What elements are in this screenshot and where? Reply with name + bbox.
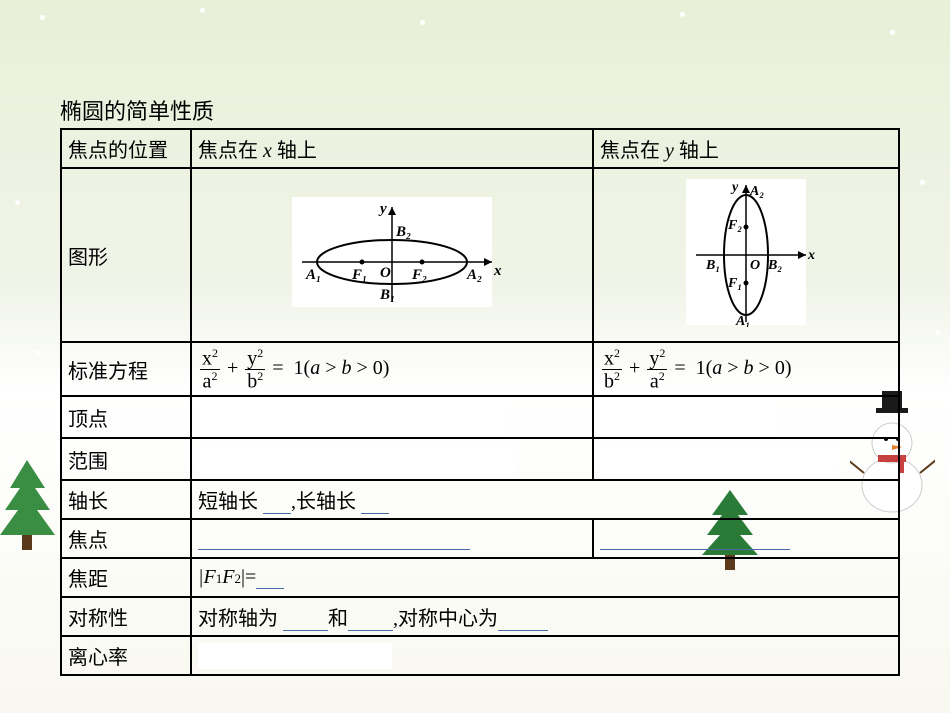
svg-text:F₂: F₂ <box>411 267 427 283</box>
svg-text:x: x <box>807 248 815 263</box>
ellipse-properties-table: 焦点的位置 焦点在 x 轴上 焦点在 y 轴上 图形 A₁ A₂ <box>60 128 900 676</box>
header-x-axis: 焦点在 x 轴上 <box>191 129 593 168</box>
table-row-range: 范围 <box>61 438 899 480</box>
svg-text:A₂: A₂ <box>749 184 764 199</box>
tree-left-icon <box>0 460 55 550</box>
table-row-focus: 焦点 <box>61 519 899 558</box>
equation-y-axis: x2b2 + y2a2 = 1(a > b > 0) <box>593 342 899 396</box>
focus-x <box>191 519 593 558</box>
label-figure: 图形 <box>61 168 191 342</box>
svg-text:B₁: B₁ <box>705 258 720 273</box>
slide-content: 椭圆的简单性质 焦点的位置 焦点在 x 轴上 焦点在 y 轴上 图形 <box>60 94 900 676</box>
label-focaldist: 焦距 <box>61 558 191 597</box>
focaldist-value: |F1F2|= <box>191 558 899 597</box>
table-row-eccentricity: 离心率 <box>61 636 899 675</box>
vertex-x <box>191 396 593 438</box>
label-symmetry: 对称性 <box>61 597 191 636</box>
svg-text:B₂: B₂ <box>395 224 411 240</box>
svg-text:A₁: A₁ <box>305 267 321 283</box>
range-y <box>593 438 899 480</box>
equation-x-axis: x2a2 + y2b2 = 1(a > b > 0) <box>191 342 593 396</box>
svg-text:F₁: F₁ <box>351 267 367 283</box>
table-row-equation: 标准方程 x2a2 + y2b2 = 1(a > b > 0) x2b2 + y… <box>61 342 899 396</box>
focus-y <box>593 519 899 558</box>
figure-x-axis: A₁ A₂ B₂ B₁ F₁ F₂ O x y <box>191 168 593 342</box>
table-row-axislength: 轴长 短轴长 ,长轴长 <box>61 480 899 519</box>
table-row-vertex: 顶点 <box>61 396 899 438</box>
svg-text:y: y <box>730 180 739 195</box>
label-equation: 标准方程 <box>61 342 191 396</box>
svg-text:A₁: A₁ <box>735 314 750 327</box>
figure-y-axis: A₂ A₁ B₁ B₂ F₂ F₁ O x y <box>593 168 899 342</box>
table-row-focaldist: 焦距 |F1F2|= <box>61 558 899 597</box>
svg-text:x: x <box>493 263 502 279</box>
header-position: 焦点的位置 <box>61 129 191 168</box>
header-y-axis: 焦点在 y 轴上 <box>593 129 899 168</box>
svg-text:A₂: A₂ <box>466 267 482 283</box>
vertex-y <box>593 396 899 438</box>
range-x <box>191 438 593 480</box>
axislength-value: 短轴长 ,长轴长 <box>191 480 899 519</box>
svg-text:B₁: B₁ <box>379 287 395 303</box>
label-vertex: 顶点 <box>61 396 191 438</box>
svg-text:O: O <box>750 258 760 273</box>
label-eccentricity: 离心率 <box>61 636 191 675</box>
svg-text:F₂: F₂ <box>727 218 742 233</box>
table-row-header: 焦点的位置 焦点在 x 轴上 焦点在 y 轴上 <box>61 129 899 168</box>
label-axislength: 轴长 <box>61 480 191 519</box>
table-row-figure: 图形 A₁ A₂ B₂ B₁ F₁ F₂ O <box>61 168 899 342</box>
svg-text:y: y <box>378 201 387 217</box>
svg-text:B₂: B₂ <box>767 258 782 273</box>
svg-text:F₁: F₁ <box>727 276 742 291</box>
table-row-symmetry: 对称性 对称轴为 和,对称中心为 <box>61 597 899 636</box>
symmetry-value: 对称轴为 和,对称中心为 <box>191 597 899 636</box>
svg-text:O: O <box>380 265 391 281</box>
eccentricity-value <box>191 636 899 675</box>
label-range: 范围 <box>61 438 191 480</box>
label-focus: 焦点 <box>61 519 191 558</box>
slide-title: 椭圆的简单性质 <box>60 94 900 126</box>
